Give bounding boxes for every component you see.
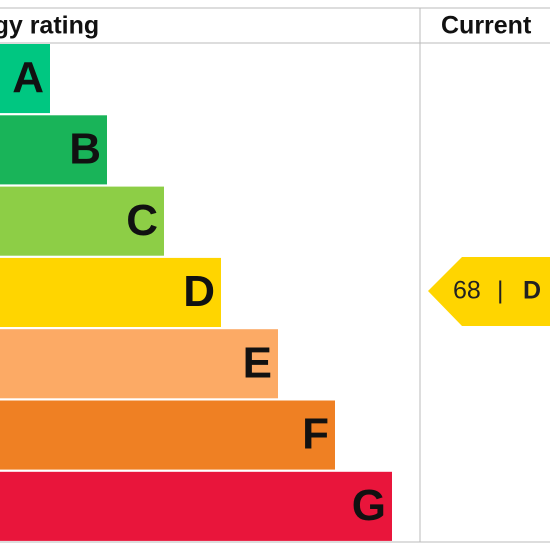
band-letter: F: [302, 410, 329, 459]
band-letter: G: [352, 481, 386, 530]
current-value: 68: [453, 277, 481, 305]
band-letter: A: [12, 53, 44, 102]
current-rating: 68 | D: [428, 257, 550, 326]
rating-header: Energy rating: [0, 12, 99, 40]
band-letter: B: [69, 124, 101, 173]
current-header: Current: [441, 12, 532, 40]
band-bar: [0, 400, 335, 470]
band-bar: [0, 471, 392, 541]
band-bar: [0, 186, 164, 256]
band-letter: C: [126, 196, 158, 245]
band-bar: [0, 257, 221, 327]
band-bar: [0, 44, 50, 114]
band-letter: E: [243, 338, 272, 387]
band-letter: D: [183, 267, 215, 316]
band-bar: [0, 329, 278, 399]
band-bar: [0, 115, 107, 185]
current-letter: D: [523, 277, 541, 305]
current-arrow: [428, 257, 550, 326]
current-separator: |: [497, 277, 504, 305]
